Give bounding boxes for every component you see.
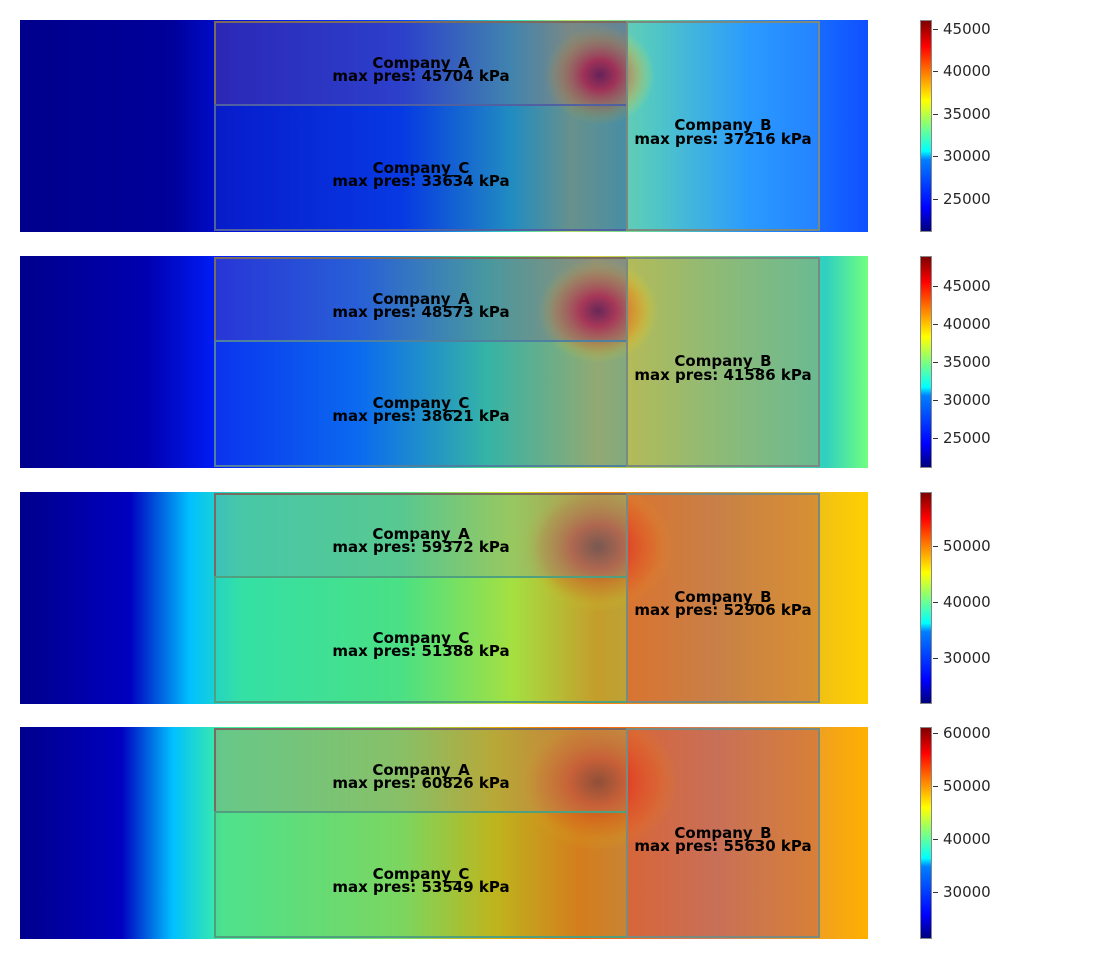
region-name-company-c: Company_C <box>373 865 470 883</box>
colorbar-tick <box>933 113 938 115</box>
region-name-company-b: Company_B <box>674 824 771 842</box>
colorbar-tick <box>933 601 938 603</box>
region-name-company-c: Company_C <box>373 629 470 647</box>
colorbar-tick <box>933 285 938 287</box>
region-name-company-b: Company_B <box>674 352 771 370</box>
pressure-heatmap-4: Company_A max pres: 60826 kPa Company_B … <box>20 727 868 939</box>
region-name-company-a: Company_A <box>372 761 470 779</box>
colorbar-tick <box>933 400 938 402</box>
colorbar-tick <box>933 438 938 440</box>
colorbar-tick-label: 25000 <box>943 189 991 208</box>
colorbar-tick <box>933 71 938 73</box>
pressure-map-panel-2: Company_A max pres: 48573 kPa Company_B … <box>20 256 868 468</box>
region-max-pressure-company-a: max pres: 60826 kPa <box>332 774 509 792</box>
region-name-company-a: Company_A <box>372 290 470 308</box>
colorbar-4: 30000 40000 50000 60000 <box>920 724 991 939</box>
colorbar-tick-label: 30000 <box>943 648 991 667</box>
region-max-pressure-company-a: max pres: 48573 kPa <box>332 303 509 321</box>
colorbar-tick <box>933 362 938 364</box>
colorbar-tick-label: 40000 <box>943 62 991 81</box>
region-max-pressure-company-a: max pres: 45704 kPa <box>332 67 509 85</box>
colorbar-tick-label: 35000 <box>943 353 991 372</box>
colorbar-tick-label: 50000 <box>943 537 991 555</box>
colorbar-2: 25000 30000 35000 40000 45000 <box>920 256 991 468</box>
colorbar-tick <box>933 156 938 158</box>
colorbar-tick-label: 35000 <box>943 104 991 123</box>
colorbar-tick-label: 60000 <box>943 724 991 743</box>
colorbar-tick <box>933 324 938 326</box>
region-name-company-a: Company_A <box>372 54 470 72</box>
colorbar-tick-label: 50000 <box>943 777 991 796</box>
region-max-pressure-company-c: max pres: 51388 kPa <box>332 642 509 660</box>
region-max-pressure-company-c: max pres: 53549 kPa <box>332 878 509 896</box>
region-name-company-c: Company_C <box>373 394 470 412</box>
colorbar-3: 30000 40000 50000 <box>920 492 991 704</box>
colorbar-tick <box>933 657 938 659</box>
region-name-company-c: Company_C <box>373 159 470 177</box>
colorbar-tick <box>933 198 938 200</box>
pressure-heatmap-2: Company_A max pres: 48573 kPa Company_B … <box>20 256 868 468</box>
region-max-pressure-company-c: max pres: 38621 kPa <box>332 407 509 425</box>
colorbar-tick <box>933 839 938 841</box>
pressure-map-panel-1: Company_A max pres: 45704 kPa Company_B … <box>20 20 868 232</box>
region-name-company-b: Company_B <box>674 116 771 134</box>
region-name-company-b: Company_B <box>674 588 771 606</box>
colorbar-tick-label: 25000 <box>943 429 991 448</box>
colorbar-tick-label: 40000 <box>943 830 991 849</box>
colorbar-tick-label: 30000 <box>943 147 991 166</box>
colorbar-tick <box>933 786 938 788</box>
pressure-map-panel-3: Company_A max pres: 59372 kPa Company_B … <box>20 492 868 704</box>
region-max-pressure-company-a: max pres: 59372 kPa <box>332 538 509 556</box>
colorbar-tick-label: 45000 <box>943 276 991 295</box>
region-max-pressure-company-b: max pres: 37216 kPa <box>634 130 811 148</box>
colorbar-tick-label: 45000 <box>943 19 991 38</box>
pressure-map-panel-4: Company_A max pres: 60826 kPa Company_B … <box>20 727 868 939</box>
region-name-company-a: Company_A <box>372 525 470 543</box>
colorbar-tick-label: 40000 <box>943 315 991 334</box>
region-max-pressure-company-b: max pres: 41586 kPa <box>634 366 811 384</box>
colorbar-tick-label: 30000 <box>943 391 991 410</box>
pressure-heatmap-3: Company_A max pres: 59372 kPa Company_B … <box>20 492 868 704</box>
region-max-pressure-company-c: max pres: 33634 kPa <box>332 172 509 190</box>
pressure-heatmap-1: Company_A max pres: 45704 kPa Company_B … <box>20 20 868 232</box>
colorbar-tick-label: 40000 <box>943 592 991 611</box>
colorbar-tick <box>933 28 938 30</box>
colorbar-1: 25000 30000 35000 40000 45000 <box>920 20 991 232</box>
colorbar-tick <box>933 892 938 894</box>
region-max-pressure-company-b: max pres: 55630 kPa <box>634 837 811 855</box>
colorbar-tick <box>933 546 938 547</box>
colorbar-tick <box>933 733 938 735</box>
colorbar-tick-label: 30000 <box>943 883 991 902</box>
region-max-pressure-company-b: max pres: 52906 kPa <box>634 601 811 619</box>
